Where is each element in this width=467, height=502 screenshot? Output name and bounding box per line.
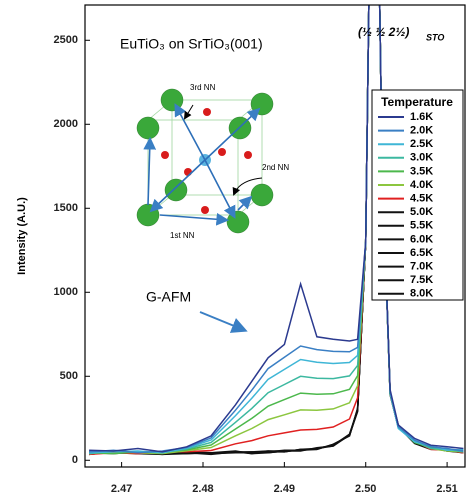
x-tick-label: 2.49 — [274, 483, 295, 495]
legend-label: 2.5K — [410, 138, 433, 150]
y-tick-label: 2500 — [54, 34, 78, 46]
legend-label: 1.6K — [410, 111, 433, 123]
reflection-sub: STO — [426, 32, 444, 42]
x-tick-label: 2.51 — [436, 483, 457, 495]
y-label: Intensity (A.U.) — [16, 197, 28, 275]
legend-label: 6.5K — [410, 247, 433, 259]
plot-frame — [84, 4, 466, 468]
legend-label: 2.0K — [410, 125, 433, 137]
x-tick-label: 2.48 — [192, 483, 213, 495]
legend-label: 3.5K — [410, 165, 433, 177]
y-tick-label: 1500 — [54, 202, 78, 214]
legend-label: 4.5K — [410, 193, 433, 205]
nn-arrows — [143, 103, 263, 226]
sample-label: EuTiO₃ on SrTiO₃(001) — [120, 36, 263, 52]
nn2-label: 2nd NN — [262, 163, 289, 172]
y-tick-label: 1000 — [54, 286, 78, 298]
legend-label: 3.0K — [410, 152, 433, 164]
legend-box — [371, 89, 464, 301]
legend-label: 4.0K — [410, 179, 433, 191]
feature-arrow — [199, 311, 248, 333]
reflection-label: (½ ½ 2½) — [358, 25, 409, 39]
nn1-label: 1st NN — [170, 231, 195, 240]
nn3-label: 3rd NN — [190, 83, 216, 92]
legend-label: 6.0K — [410, 233, 433, 245]
y-tick-label: 0 — [72, 454, 78, 466]
series-line — [89, 5, 464, 453]
y-tick-label: 500 — [60, 370, 78, 382]
lines — [89, 5, 464, 456]
feature-label: G-AFM — [146, 289, 191, 305]
series-line — [89, 5, 464, 454]
x-tick-label: 2.50 — [355, 483, 376, 495]
y-tick-label: 2000 — [54, 118, 78, 130]
legend-label: 5.0K — [410, 206, 433, 218]
legend-label: 7.5K — [410, 274, 433, 286]
legend-label: 8.0K — [410, 288, 433, 300]
legend-label: 5.5K — [410, 220, 433, 232]
x-tick-label: 2.47 — [111, 483, 132, 495]
legend-label: 7.0K — [410, 261, 433, 273]
legend-title: Temperature — [381, 95, 453, 109]
